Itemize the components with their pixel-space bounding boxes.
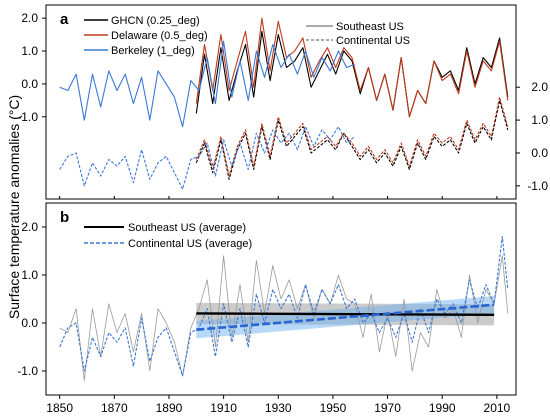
panel-a-legend: GHCN (0.25_deg) Delaware (0.5_deg) Berke… <box>84 15 410 57</box>
panel-a-southeast-ghcn-0-25-deg-line <box>195 30 509 118</box>
panel-a-right-tick-label: 2.0 <box>531 80 548 94</box>
x-axis-tick-label: 1870 <box>101 401 128 415</box>
panel-a-left-tick-label: -1.0 <box>17 110 38 124</box>
panel-a-continental-ghcn-0-25-deg-line <box>195 99 509 180</box>
x-axis-tick-label: 1910 <box>210 401 237 415</box>
panel-b-tick-label: 0.0 <box>21 316 38 330</box>
x-axis-tick-label: 1950 <box>320 401 347 415</box>
x-axis-tick-labels: 1850 1870 1890 1910 1930 1950 1970 1990 2010 <box>46 196 511 415</box>
x-axis-tick-label: 1970 <box>374 401 401 415</box>
legend-a-ghcn-label: GHCN (0.25_deg) <box>111 15 200 27</box>
panel-a-southeast-delaware-0-5-deg-line <box>195 17 509 118</box>
x-axis-tick-label: 1930 <box>265 401 292 415</box>
panel-a-right-tick-label: -1.0 <box>527 179 548 193</box>
panel-b-southeast-us-average-trend-line <box>196 312 495 317</box>
panel-a-left-tick-label: 1.0 <box>21 44 38 58</box>
legend-a-berkeley-label: Berkeley (1_deg) <box>111 45 195 57</box>
panel-b-tick-label: 2.0 <box>21 220 38 234</box>
panel-a-right-tick-label: 0.0 <box>531 146 548 160</box>
y-axis-title: Surface temperature anomalies (°C) <box>6 95 22 319</box>
panel-b-continental-us-average-trend-line <box>196 303 495 332</box>
panel-b-legend: Southeast US (average) Continental US (a… <box>84 222 252 250</box>
panel-b-tick-label: -1.0 <box>17 364 38 378</box>
panel-b-tick-label: 1.0 <box>21 268 38 282</box>
x-axis-tick-label: 1990 <box>429 401 456 415</box>
legend-a-delaware-label: Delaware (0.5_deg) <box>111 30 208 42</box>
panel-a-continental-delaware-0-5-deg-line <box>195 96 509 177</box>
panel-a-left-tick-label: 2.0 <box>21 11 38 25</box>
panel-a-frame <box>45 4 517 200</box>
x-axis-tick-label: 1890 <box>156 401 183 415</box>
panel-b-southeast-us-average-line <box>59 255 509 382</box>
x-axis-tick-label: 2010 <box>484 401 511 415</box>
panel-a-right-tick-label: 1.0 <box>531 113 548 127</box>
legend-b-continental-label: Continental US (average) <box>128 238 252 250</box>
panel-b-letter: b <box>60 209 69 226</box>
panel-b: b 2.0 1.0 0.0 -1.0 Southeast US (average) C… <box>17 202 517 396</box>
x-axis-tick-label: 1850 <box>46 401 73 415</box>
panel-a-left-tick-label: 0.0 <box>21 77 38 91</box>
panel-b-frame <box>45 202 517 396</box>
panel-b-continental-us-average-line <box>59 236 509 377</box>
panel-a: a 2.0 1.0 0.0 -1.0 2.0 1.0 0.0 -1.0 GHCN (0.25… <box>17 4 548 200</box>
panel-a-southeast-berkeley-1-deg-line <box>59 40 356 128</box>
panel-a-continental-berkeley-1-deg-line <box>59 126 356 190</box>
legend-a-southeast-label: Southeast US <box>336 21 404 33</box>
panel-a-letter: a <box>60 11 69 28</box>
legend-a-continental-label: Continental US <box>336 35 410 47</box>
legend-b-southeast-label: Southeast US (average) <box>128 222 246 234</box>
